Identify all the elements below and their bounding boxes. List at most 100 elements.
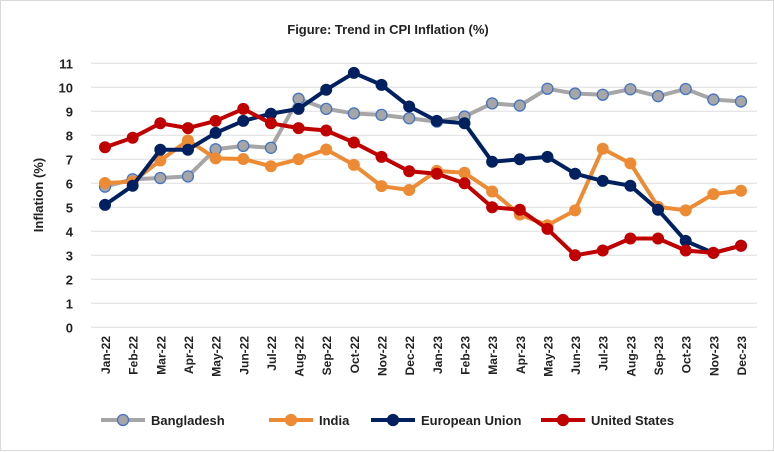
- x-tick-label: Jan-22: [99, 336, 113, 374]
- data-point: [624, 157, 637, 170]
- y-tick-label: 2: [66, 272, 73, 287]
- data-point: [679, 244, 692, 257]
- data-point: [209, 152, 222, 165]
- x-tick-label: Jun-23: [569, 336, 583, 375]
- y-axis-label: Inflation (%): [31, 158, 46, 232]
- y-tick-label: 0: [66, 320, 73, 335]
- x-tick-label: Nov-23: [707, 336, 721, 376]
- data-point: [485, 97, 499, 110]
- y-tick-label: 8: [66, 128, 73, 143]
- data-point: [735, 239, 747, 252]
- series-european-union: [99, 66, 747, 259]
- data-point: [707, 93, 720, 106]
- legend-label: Bangladesh: [151, 413, 225, 428]
- data-point: [652, 232, 665, 245]
- data-point: [430, 167, 443, 180]
- x-tick-label: Jul-23: [597, 336, 611, 371]
- data-point: [375, 180, 388, 193]
- data-point: [320, 124, 333, 137]
- data-point: [237, 102, 250, 115]
- data-point: [568, 87, 582, 100]
- series-united-states: [99, 102, 747, 262]
- data-point: [209, 126, 222, 139]
- x-tick-label: Dec-23: [735, 336, 749, 376]
- data-point: [209, 114, 222, 127]
- data-point: [486, 155, 499, 168]
- x-tick-label: Dec-22: [403, 336, 417, 376]
- data-point: [292, 102, 305, 115]
- data-point: [264, 160, 277, 173]
- data-point: [403, 112, 416, 125]
- legend-label: India: [319, 413, 350, 428]
- x-tick-label: May-22: [210, 336, 224, 377]
- legend-item: United States: [541, 413, 674, 428]
- data-point: [347, 107, 361, 120]
- data-point: [569, 167, 582, 180]
- y-tick-label: 7: [66, 152, 73, 167]
- data-point: [458, 166, 471, 179]
- data-point: [264, 141, 278, 154]
- legend-marker: [386, 413, 400, 427]
- x-tick-label: Aug-22: [293, 336, 307, 377]
- data-point: [347, 66, 360, 79]
- data-point: [679, 82, 692, 96]
- y-tick-label: 3: [66, 248, 73, 263]
- x-tick-label: Mar-23: [486, 336, 500, 375]
- data-point: [320, 143, 333, 156]
- x-tick-label: Jan-23: [431, 336, 445, 374]
- data-point: [735, 184, 747, 197]
- x-tick-label: Oct-22: [348, 336, 362, 374]
- data-point: [181, 170, 195, 183]
- data-point: [347, 158, 360, 171]
- data-point: [403, 165, 416, 178]
- data-point: [569, 249, 582, 262]
- data-point: [126, 131, 139, 144]
- legend-marker: [284, 413, 298, 427]
- data-point: [513, 153, 526, 166]
- x-tick-label: May-23: [541, 336, 555, 377]
- data-point: [486, 185, 499, 198]
- legend-item: India: [269, 413, 350, 428]
- data-point: [154, 143, 167, 156]
- y-tick-label: 1: [66, 296, 73, 311]
- data-point: [624, 83, 637, 96]
- data-point: [596, 142, 609, 155]
- data-point: [320, 83, 333, 96]
- legend-marker: [556, 413, 570, 427]
- data-point: [541, 222, 554, 235]
- x-tick-label: Aug-23: [624, 336, 638, 377]
- x-tick-label: Feb-23: [458, 336, 472, 375]
- data-point: [707, 188, 720, 201]
- legend-item: Bangladesh: [101, 413, 225, 428]
- series-bangladesh: [98, 82, 748, 193]
- x-tick-label: Nov-22: [376, 336, 390, 376]
- data-point: [458, 117, 471, 130]
- data-point: [181, 122, 194, 135]
- data-point: [99, 177, 111, 190]
- data-point: [734, 95, 748, 108]
- data-point: [596, 88, 609, 101]
- x-tick-label: Sep-22: [320, 336, 334, 376]
- data-point: [237, 153, 250, 166]
- data-point: [541, 82, 554, 95]
- data-point: [569, 204, 582, 217]
- y-tick-label: 5: [66, 200, 73, 215]
- data-point: [375, 150, 388, 163]
- data-point: [541, 150, 554, 163]
- data-point: [181, 143, 194, 156]
- data-point: [292, 122, 305, 135]
- data-point: [347, 136, 360, 149]
- data-point: [403, 100, 416, 113]
- legend-label: European Union: [421, 413, 521, 428]
- legend-item: European Union: [371, 413, 521, 428]
- data-point: [237, 139, 250, 153]
- data-point: [596, 244, 609, 257]
- data-point: [375, 108, 388, 122]
- x-tick-label: Oct-23: [680, 336, 694, 374]
- data-point: [679, 204, 692, 217]
- x-tick-label: Apr-22: [182, 336, 196, 374]
- data-point: [513, 99, 526, 112]
- data-point: [99, 198, 111, 211]
- data-point: [403, 184, 416, 197]
